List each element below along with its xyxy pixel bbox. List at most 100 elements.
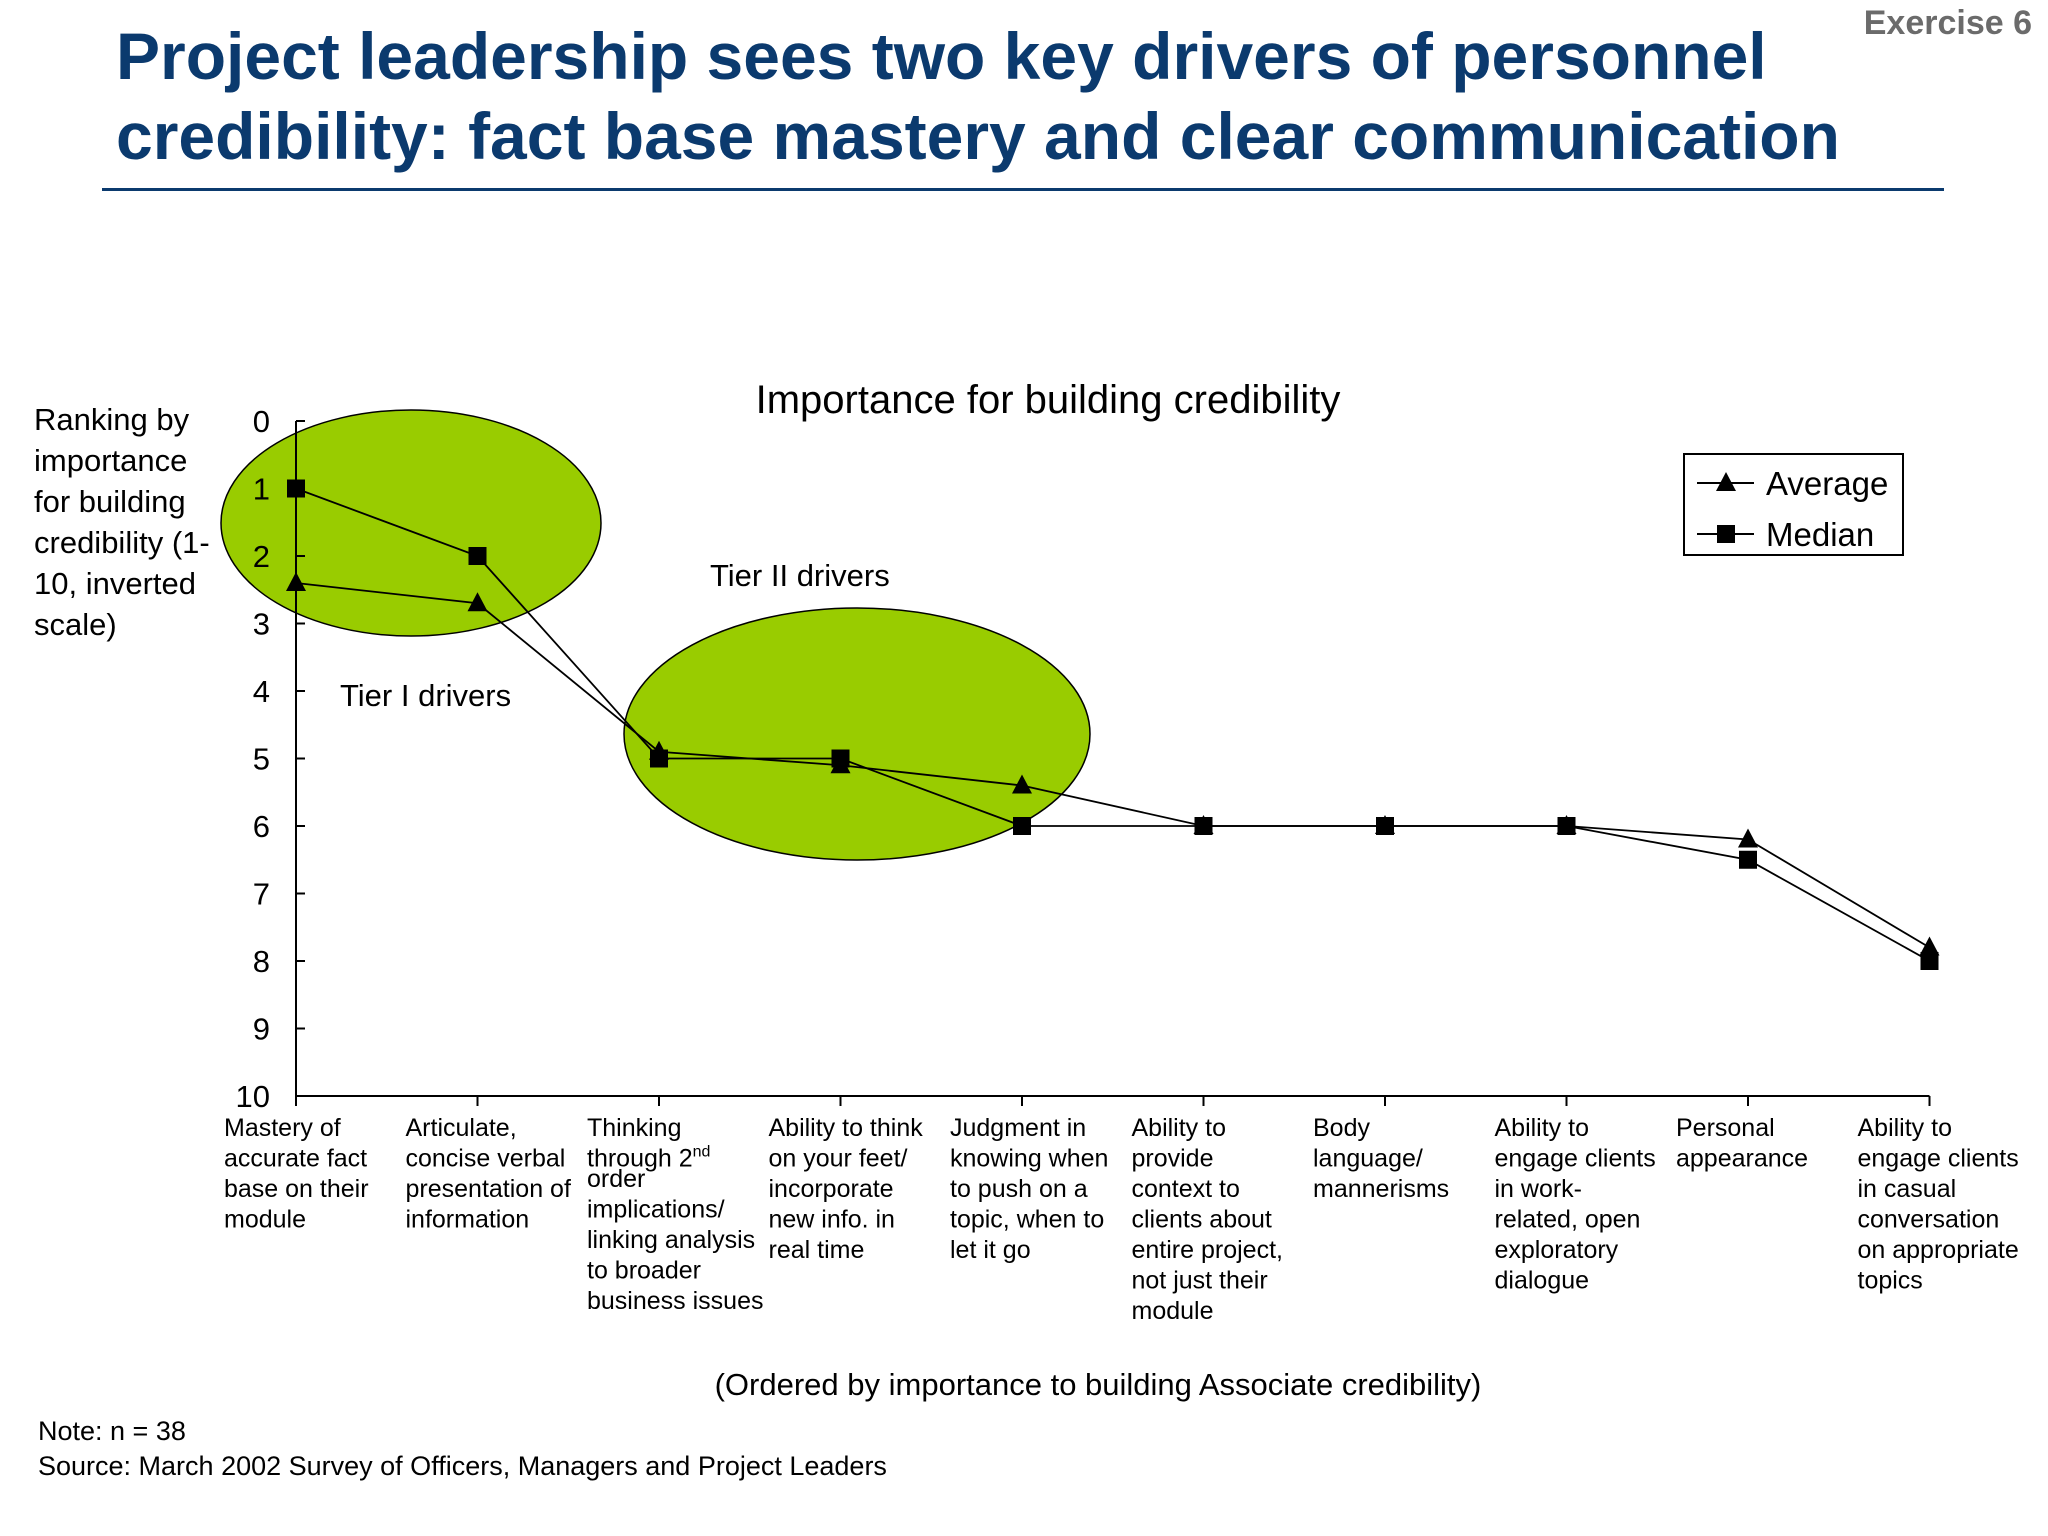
- x-tick-label-line: base on their: [224, 1175, 369, 1203]
- x-tick-label-line: language/: [1313, 1145, 1423, 1173]
- x-tick-label-line: Articulate,: [406, 1114, 517, 1142]
- x-tick-label-line: provide: [1132, 1145, 1214, 1173]
- x-tick-label-line: linking analysis: [587, 1226, 755, 1254]
- x-tick-label-line: topic, when to: [950, 1206, 1104, 1234]
- x-tick-label-line: concise verbal: [406, 1145, 566, 1173]
- x-tick-label-line: on appropriate: [1858, 1236, 2019, 1264]
- median-marker: [1194, 817, 1213, 835]
- x-tick-label: Mastery of accurate fact base on their modu…: [224, 1114, 369, 1234]
- x-tick-label: Ability to engage clients in work-related,…: [1495, 1114, 1656, 1295]
- x-tick-label-line: to broader: [587, 1257, 701, 1285]
- x-tick-label-line: engage clients: [1858, 1145, 2019, 1173]
- x-tick-label-line: accurate fact: [224, 1145, 367, 1173]
- average-marker: [1738, 828, 1758, 848]
- x-tick-label-line: Mastery of: [224, 1114, 341, 1142]
- x-tick-label-line: Ability to: [1132, 1114, 1226, 1142]
- x-tick-label-line: information: [406, 1206, 530, 1234]
- x-tick-label-line: real time: [769, 1236, 865, 1264]
- chart-axes: [295, 420, 1931, 1106]
- average-marker: [1012, 774, 1032, 794]
- x-tick-label-line: topics: [1858, 1267, 1923, 1295]
- x-tick-label: Ability to think on your feet/incorporate…: [769, 1114, 924, 1264]
- x-tick-label-line: through 2: [587, 1145, 693, 1173]
- y-tick-label: 4: [253, 674, 270, 709]
- x-tick-label: Judgment in knowing when to push on a topic…: [950, 1114, 1108, 1264]
- average-marker: [286, 572, 306, 591]
- average-marker: [1919, 936, 1940, 956]
- footnote-note: Note: n = 38: [38, 1416, 186, 1446]
- x-tick-label: Thinking through 2nd order implications/lin…: [587, 1114, 763, 1315]
- title-divider: [102, 188, 1944, 191]
- median-marker: [287, 479, 305, 498]
- series-line-average: [295, 582, 1930, 949]
- y-axis-label: importance: [34, 443, 187, 478]
- chart-legend: Average Median: [1683, 453, 1904, 556]
- x-tick-label: Ability to provide context to clients about…: [1132, 1114, 1283, 1325]
- x-tick-label-line: dialogue: [1495, 1267, 1590, 1295]
- y-tick-label: 9: [253, 1012, 270, 1047]
- median-marker: [650, 749, 668, 768]
- slide-title: Project leadership sees two key drivers …: [116, 19, 1840, 173]
- x-tick-label-line: implications/: [587, 1196, 725, 1224]
- x-tick-label: Articulate, concise verbal presentation of…: [406, 1114, 571, 1234]
- tier2-label: Tier II drivers: [710, 558, 890, 593]
- x-tick-label-line: let it go: [950, 1236, 1031, 1264]
- x-tick-label-line: not just their: [1132, 1267, 1268, 1295]
- x-tick-label-line: related, open: [1495, 1206, 1641, 1234]
- x-tick-label-line: on your feet/: [769, 1145, 908, 1173]
- x-tick-label-line: exploratory: [1495, 1236, 1619, 1264]
- y-axis-label: credibility (1-: [34, 525, 210, 560]
- y-tick-label: 5: [253, 742, 270, 777]
- x-tick-label-line: Ability to: [1495, 1114, 1589, 1142]
- x-tick-label-line: conversation: [1858, 1206, 2000, 1234]
- tier2-ellipse: [623, 607, 1091, 861]
- y-tick-label: 8: [253, 944, 270, 979]
- x-tick-label-line: entire project,: [1132, 1236, 1283, 1264]
- median-marker: [1376, 817, 1394, 835]
- median-marker: [1013, 817, 1031, 835]
- x-tick-label-line: to push on a: [950, 1175, 1088, 1203]
- y-axis-label: Ranking by: [34, 402, 190, 437]
- average-marker: [467, 592, 488, 612]
- x-tick-label-line: knowing when: [950, 1145, 1108, 1173]
- y-tick-label: 7: [253, 877, 270, 912]
- x-tick-label-line: presentation of: [406, 1175, 571, 1203]
- x-tick-label: Body language/mannerisms: [1313, 1114, 1449, 1203]
- footnote-source: Source: March 2002 Survey of Officers, M…: [38, 1451, 887, 1481]
- y-axis-label: scale): [34, 607, 117, 642]
- chart-title: Importance for building credibility: [756, 378, 1341, 422]
- x-tick-label-line: context to: [1132, 1175, 1240, 1203]
- median-marker: [1739, 850, 1757, 869]
- tier1-label: Tier I drivers: [340, 678, 511, 713]
- x-tick-label: Ability to engage clients in casual convers…: [1858, 1114, 2019, 1295]
- legend-triangle-icon: [1716, 472, 1736, 491]
- y-axis-label: for building: [34, 484, 186, 519]
- x-tick-label-line: new info. in: [769, 1206, 895, 1234]
- x-tick-label-sup: nd: [693, 1144, 711, 1161]
- y-tick-label: 6: [253, 809, 270, 844]
- x-tick-label-line: in work-: [1495, 1175, 1583, 1203]
- x-tick-label-line: Body: [1313, 1114, 1370, 1142]
- legend-label: Average: [1766, 465, 1888, 502]
- median-marker: [831, 749, 850, 768]
- x-tick-label-line: business issues: [587, 1287, 763, 1315]
- x-tick-label-line: Thinking: [587, 1114, 682, 1142]
- x-tick-label: Personal appearance: [1676, 1114, 1808, 1173]
- y-tick-label: 0: [253, 404, 270, 439]
- x-tick-label-line: appearance: [1676, 1145, 1808, 1173]
- y-axis-label: 10, inverted: [34, 566, 196, 601]
- median-marker: [1920, 952, 1939, 970]
- y-tick-label: 1: [253, 472, 270, 507]
- x-axis-label: (Ordered by importance to building Assoc…: [715, 1367, 1482, 1402]
- exercise-label: Exercise 6: [1863, 4, 2032, 42]
- x-tick-label-line: module: [1132, 1297, 1214, 1325]
- legend-label: Median: [1766, 516, 1874, 553]
- median-marker: [1557, 817, 1576, 835]
- x-tick-label-line: engage clients: [1495, 1145, 1656, 1173]
- x-tick-label-line: in casual: [1858, 1175, 1957, 1203]
- x-tick-label-line: mannerisms: [1313, 1175, 1449, 1203]
- series-line-median: [295, 487, 1930, 962]
- y-tick-label: 3: [253, 607, 270, 642]
